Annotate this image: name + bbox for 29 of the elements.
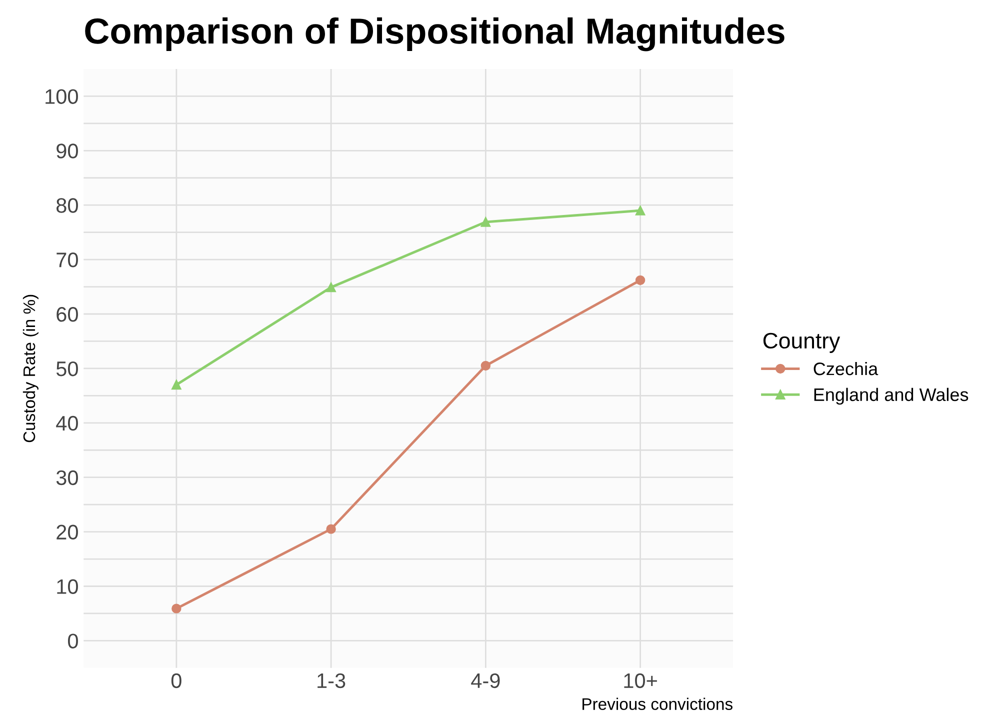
point (326, 524, 336, 534)
point (635, 275, 646, 286)
y-tick-label: 20 (56, 524, 78, 540)
chart-title: Comparison of Dispositional Magnitudes (85, 17, 784, 52)
y-tick-label: 100 (46, 89, 78, 104)
x-tick-label: 10+ (624, 673, 657, 688)
y-tick-label: 10 (57, 579, 78, 594)
y-tick-label: 90 (56, 144, 78, 158)
point (326, 282, 336, 292)
legend-label: Czechia (814, 362, 878, 376)
x-axis-title: Previous convictions (582, 698, 732, 710)
point (480, 360, 491, 371)
y-axis-title: Custody Rate (in %) (22, 294, 38, 442)
y-tick-label: 70 (56, 252, 78, 268)
x-tick-label: 0 (171, 673, 182, 688)
point (172, 380, 182, 390)
point (480, 217, 491, 227)
y-tick-label: 0 (68, 634, 78, 648)
y-tick-label: 80 (56, 198, 78, 213)
y-tick-label: 50 (56, 361, 78, 376)
point (635, 206, 646, 216)
x-tick-label: 1-3 (318, 673, 346, 688)
legend-label: England and Wales (814, 388, 968, 405)
y-tick-label: 30 (56, 470, 78, 486)
y-tick-label: 60 (56, 306, 78, 322)
legend-title: Country (763, 332, 840, 353)
x-tick-label: 4-9 (471, 673, 500, 688)
y-tick-label: 40 (56, 416, 78, 431)
point (172, 604, 182, 614)
